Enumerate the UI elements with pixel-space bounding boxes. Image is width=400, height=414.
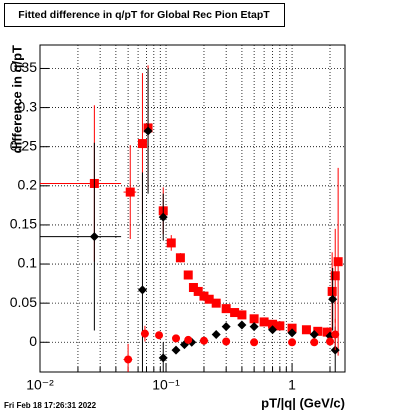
marker — [193, 286, 203, 296]
marker — [230, 308, 240, 318]
y-tick-label: 0.05 — [10, 294, 37, 310]
marker — [268, 325, 278, 335]
marker — [313, 326, 323, 336]
marker — [275, 321, 285, 331]
marker — [331, 330, 340, 339]
marker — [166, 238, 176, 248]
marker — [288, 338, 297, 347]
marker — [211, 329, 221, 339]
marker — [140, 329, 149, 338]
marker — [155, 331, 164, 340]
marker — [222, 337, 231, 346]
marker — [221, 322, 231, 332]
chart-title: Fitted difference in q/pT for Global Rec… — [18, 9, 270, 21]
marker — [175, 253, 185, 263]
marker — [158, 212, 168, 222]
title-box — [4, 3, 285, 27]
marker — [211, 298, 221, 308]
y-tick-label: 0.15 — [10, 216, 37, 232]
marker — [184, 335, 193, 344]
marker — [287, 328, 297, 338]
marker — [249, 322, 259, 332]
marker — [143, 126, 153, 136]
marker — [333, 257, 343, 267]
marker — [221, 304, 231, 314]
y-tick-label: 0 — [29, 333, 37, 349]
x-tick-label: 10⁻¹ — [152, 377, 180, 393]
x-axis-label: pT/|q| (GeV/c) — [261, 395, 345, 410]
marker — [188, 283, 198, 293]
marker — [125, 187, 135, 197]
marker — [137, 139, 147, 149]
marker — [268, 319, 278, 329]
y-tick-label: 0.1 — [18, 255, 38, 271]
y-tick-label: 0.25 — [10, 137, 37, 153]
marker — [89, 232, 99, 242]
marker — [158, 353, 168, 363]
marker — [199, 291, 209, 301]
x-tick-label: 1 — [288, 377, 296, 393]
marker — [237, 310, 247, 320]
y-tick-label: 0.2 — [18, 177, 38, 193]
y-tick-label: 0.35 — [10, 59, 37, 75]
footer: Fri Feb 18 17:26:31 2022 — [4, 401, 97, 410]
marker — [183, 270, 193, 280]
marker — [287, 323, 297, 333]
marker — [199, 336, 208, 345]
marker — [301, 325, 311, 335]
plot-frame — [39, 44, 346, 373]
marker — [330, 271, 340, 281]
y-axis-label: difference in q/pT — [9, 45, 24, 153]
y-tick-label: 0.3 — [18, 98, 38, 114]
marker — [124, 355, 133, 364]
marker — [327, 286, 337, 296]
marker — [259, 317, 269, 327]
marker — [237, 320, 247, 330]
marker — [171, 345, 181, 355]
marker — [249, 314, 259, 324]
marker — [137, 285, 147, 295]
marker — [326, 337, 335, 346]
marker — [328, 294, 338, 304]
marker — [204, 294, 214, 304]
marker — [309, 329, 319, 339]
x-tick-label: 10⁻² — [26, 377, 54, 393]
marker — [172, 334, 181, 343]
marker — [322, 327, 332, 337]
marker — [310, 338, 319, 347]
marker — [250, 338, 259, 347]
